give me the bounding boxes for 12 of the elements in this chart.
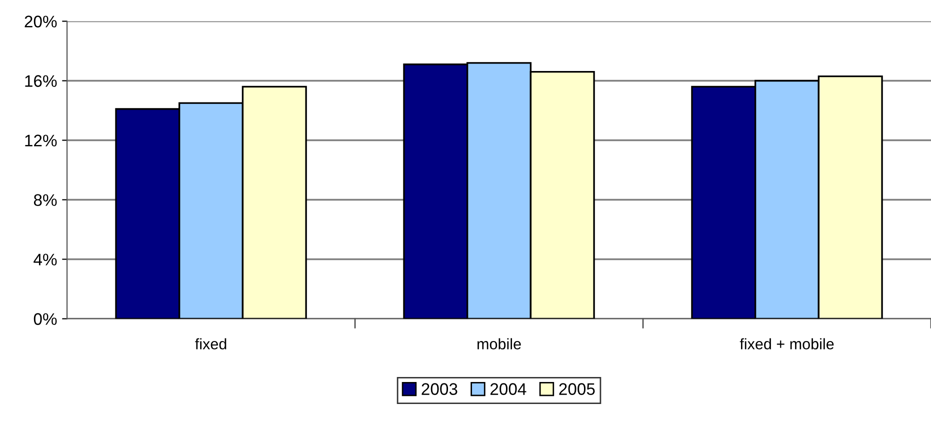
- legend-label: 2003: [422, 383, 458, 395]
- y-tick-label: 4%: [34, 254, 57, 266]
- y-tick-label: 20%: [24, 16, 57, 28]
- legend-label: 2004: [490, 383, 526, 395]
- y-tick-label: 12%: [25, 134, 57, 146]
- legend-label: 2005: [559, 383, 595, 395]
- y-tick-label: 0%: [34, 313, 57, 325]
- x-tick-label: fixed + mobile: [740, 338, 834, 350]
- y-tick-label: 16%: [25, 75, 57, 87]
- x-tick-label: mobile: [478, 338, 521, 350]
- x-tick-label: fixed: [195, 338, 226, 350]
- y-tick-label: 8%: [34, 194, 57, 206]
